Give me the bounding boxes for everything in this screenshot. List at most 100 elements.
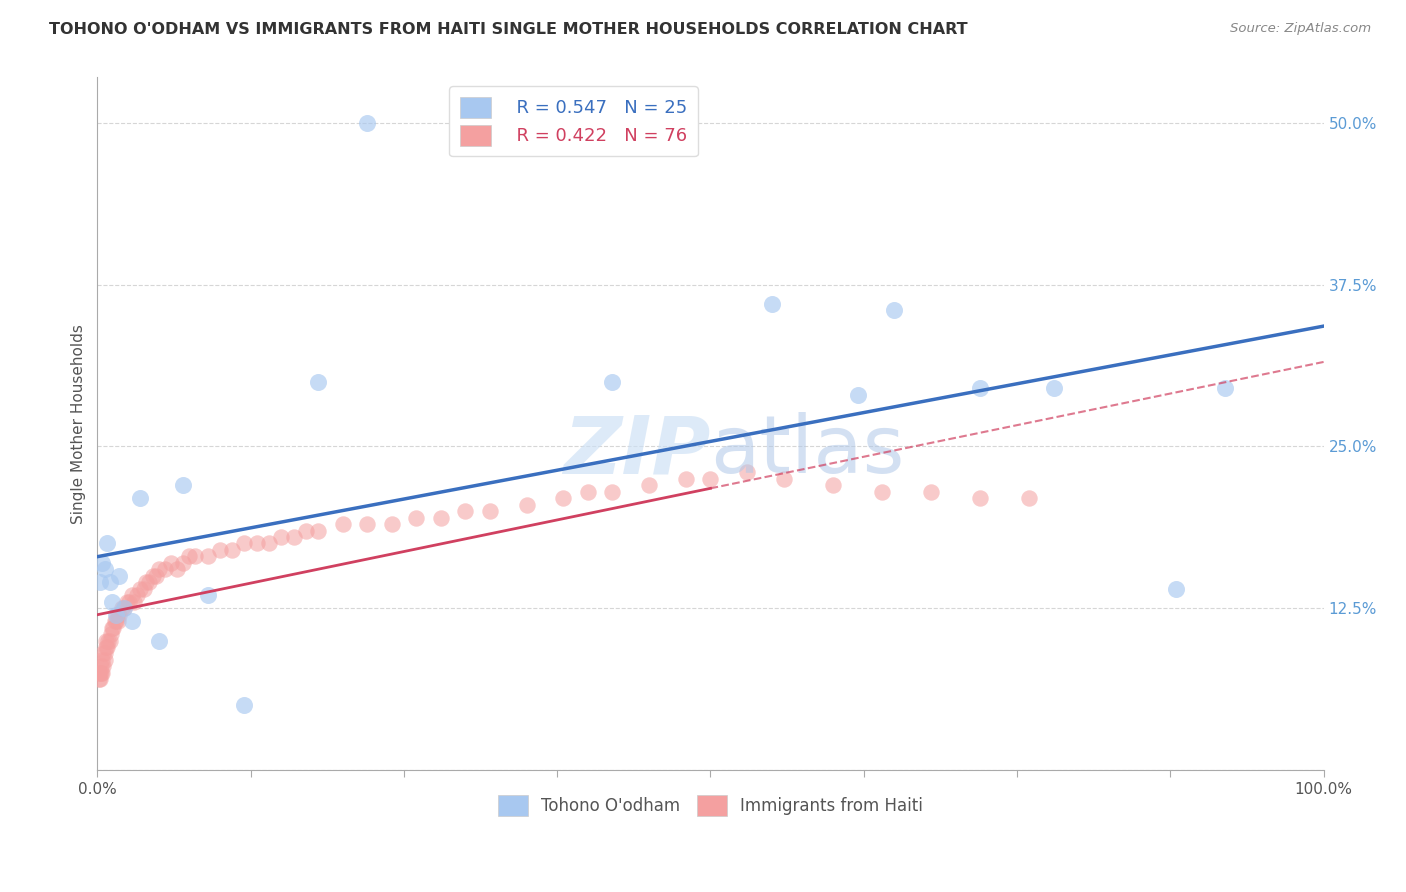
Point: [129, 491, 152, 505]
Point: [153, 562, 176, 576]
Point: [107, 614, 129, 628]
Point: [405, 510, 427, 524]
Point: [454, 504, 477, 518]
Point: [96, 640, 118, 654]
Point: [381, 516, 404, 531]
Point: [115, 595, 138, 609]
Point: [197, 588, 219, 602]
Point: [100, 627, 122, 641]
Point: [969, 491, 991, 505]
Point: [197, 549, 219, 564]
Point: [94, 633, 117, 648]
Point: [1215, 381, 1237, 395]
Point: [735, 465, 758, 479]
Point: [283, 530, 305, 544]
Point: [89, 575, 111, 590]
Point: [104, 607, 127, 622]
Point: [823, 478, 845, 492]
Point: [89, 665, 111, 680]
Point: [105, 607, 128, 622]
Point: [93, 659, 115, 673]
Point: [553, 491, 575, 505]
Point: [108, 569, 131, 583]
Point: [148, 633, 170, 648]
Point: [270, 530, 292, 544]
Point: [103, 621, 125, 635]
Point: [111, 601, 134, 615]
Point: [125, 588, 148, 602]
Point: [108, 607, 131, 622]
Point: [91, 653, 114, 667]
Point: [93, 647, 115, 661]
Point: [118, 595, 141, 609]
Point: [148, 562, 170, 576]
Y-axis label: Single Mother Households: Single Mother Households: [72, 324, 86, 524]
Point: [233, 536, 256, 550]
Point: [356, 116, 378, 130]
Point: [98, 633, 121, 648]
Point: [93, 647, 115, 661]
Point: [87, 673, 110, 687]
Point: [920, 484, 942, 499]
Point: [1166, 582, 1188, 596]
Point: [145, 569, 167, 583]
Point: [141, 569, 163, 583]
Point: [969, 381, 991, 395]
Point: [356, 516, 378, 531]
Point: [138, 575, 160, 590]
Point: [307, 524, 329, 538]
Point: [233, 698, 256, 713]
Point: [257, 536, 280, 550]
Point: [221, 543, 243, 558]
Point: [295, 524, 318, 538]
Point: [132, 582, 155, 596]
Point: [89, 673, 111, 687]
Point: [675, 472, 697, 486]
Point: [93, 653, 115, 667]
Point: [184, 549, 207, 564]
Point: [870, 484, 893, 499]
Point: [166, 562, 188, 576]
Point: [103, 614, 125, 628]
Point: [332, 516, 354, 531]
Point: [602, 375, 624, 389]
Point: [179, 549, 201, 564]
Text: TOHONO O'ODHAM VS IMMIGRANTS FROM HAITI SINGLE MOTHER HOUSEHOLDS CORRELATION CHA: TOHONO O'ODHAM VS IMMIGRANTS FROM HAITI …: [49, 22, 967, 37]
Point: [773, 472, 796, 486]
Point: [478, 504, 501, 518]
Text: Source: ZipAtlas.com: Source: ZipAtlas.com: [1230, 22, 1371, 36]
Point: [94, 640, 117, 654]
Point: [135, 575, 157, 590]
Point: [101, 621, 124, 635]
Text: ZIP: ZIP: [562, 412, 710, 491]
Point: [122, 595, 145, 609]
Point: [699, 472, 721, 486]
Point: [602, 484, 624, 499]
Point: [93, 562, 115, 576]
Point: [246, 536, 269, 550]
Point: [121, 588, 143, 602]
Point: [112, 601, 135, 615]
Point: [160, 556, 183, 570]
Point: [97, 633, 120, 648]
Point: [307, 375, 329, 389]
Point: [429, 510, 451, 524]
Legend: Tohono O'odham, Immigrants from Haiti: Tohono O'odham, Immigrants from Haiti: [489, 787, 931, 824]
Point: [129, 582, 152, 596]
Point: [208, 543, 231, 558]
Point: [90, 659, 112, 673]
Point: [96, 536, 118, 550]
Point: [90, 665, 112, 680]
Point: [104, 614, 127, 628]
Point: [172, 556, 194, 570]
Point: [515, 498, 537, 512]
Point: [638, 478, 661, 492]
Point: [1043, 381, 1066, 395]
Point: [101, 595, 124, 609]
Point: [576, 484, 599, 499]
Point: [98, 575, 121, 590]
Point: [172, 478, 194, 492]
Point: [91, 665, 114, 680]
Point: [112, 601, 135, 615]
Point: [121, 614, 143, 628]
